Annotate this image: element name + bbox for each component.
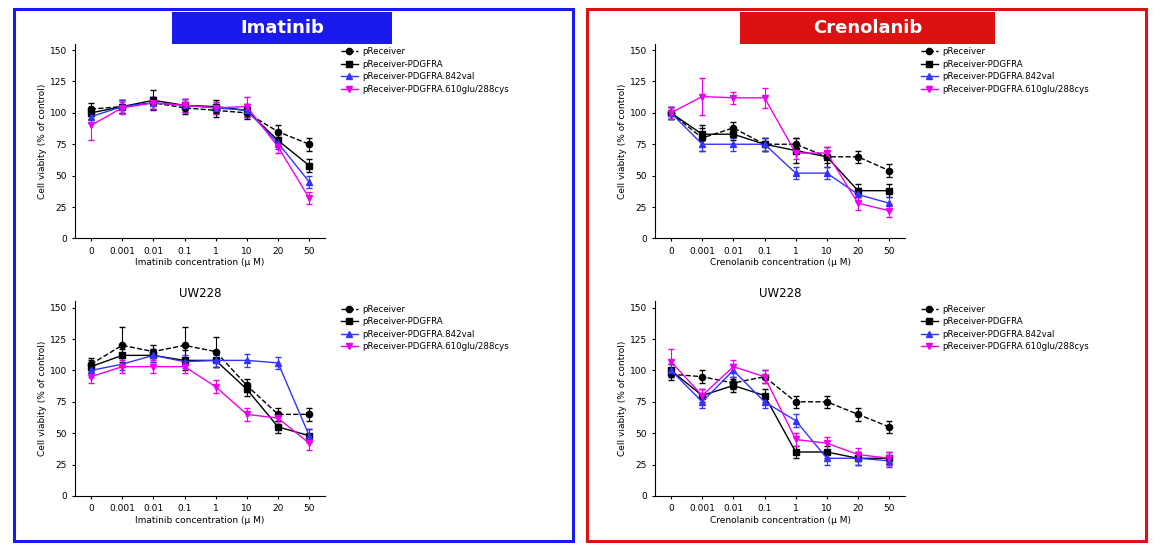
- Legend: pReceiver, pReceiver-PDGFRA, pReceiver-PDGFRA.842val, pReceiver-PDGFRA.610glu/28: pReceiver, pReceiver-PDGFRA, pReceiver-P…: [918, 44, 1093, 97]
- X-axis label: Imatinib concentration (μ M): Imatinib concentration (μ M): [136, 516, 264, 525]
- Title: MED8A: MED8A: [759, 30, 802, 43]
- Y-axis label: Cell viabity (% of control): Cell viabity (% of control): [618, 83, 628, 199]
- Legend: pReceiver, pReceiver-PDGFRA, pReceiver-PDGFRA.842val, pReceiver-PDGFRA.610glu/28: pReceiver, pReceiver-PDGFRA, pReceiver-P…: [338, 44, 513, 97]
- Y-axis label: Cell viabity (% of control): Cell viabity (% of control): [618, 341, 628, 456]
- Title: UW228: UW228: [179, 287, 222, 300]
- Title: UW228: UW228: [759, 287, 802, 300]
- X-axis label: Crenolanib concentration (μ M): Crenolanib concentration (μ M): [710, 259, 850, 267]
- Legend: pReceiver, pReceiver-PDGFRA, pReceiver-PDGFRA.842val, pReceiver-PDGFRA.610glu/28: pReceiver, pReceiver-PDGFRA, pReceiver-P…: [338, 301, 513, 355]
- X-axis label: Crenolanib concentration (μ M): Crenolanib concentration (μ M): [710, 516, 850, 525]
- X-axis label: Imatinib concentration (μ M): Imatinib concentration (μ M): [136, 259, 264, 267]
- Text: Crenolanib: Crenolanib: [813, 19, 922, 37]
- Y-axis label: Cell viabity (% of control): Cell viabity (% of control): [38, 83, 48, 199]
- Text: Imatinib: Imatinib: [240, 19, 324, 37]
- Title: MED8A: MED8A: [179, 30, 222, 43]
- Y-axis label: Cell viabity (% of control): Cell viabity (% of control): [38, 341, 48, 456]
- Legend: pReceiver, pReceiver-PDGFRA, pReceiver-PDGFRA.842val, pReceiver-PDGFRA.610glu/28: pReceiver, pReceiver-PDGFRA, pReceiver-P…: [918, 301, 1093, 355]
